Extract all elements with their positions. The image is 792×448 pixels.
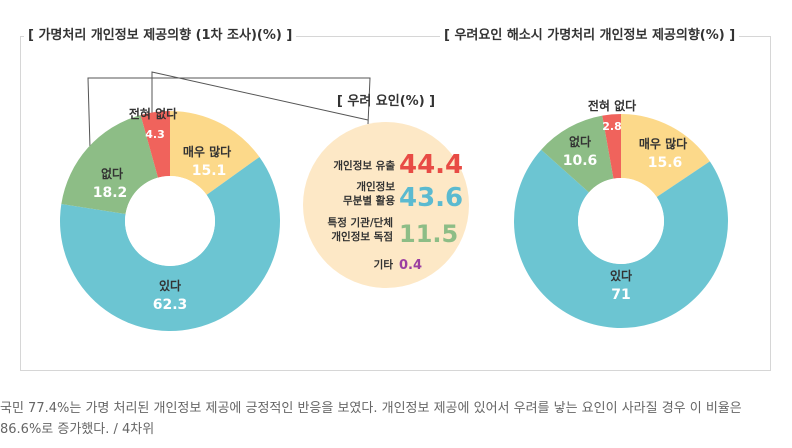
- right-donut: [514, 114, 728, 329]
- concern-value-3: 11.5: [399, 220, 458, 248]
- left-slice-yes: [59, 156, 280, 331]
- concern-value-2: 43.6: [399, 183, 463, 213]
- left-label-yes-val: 62.3: [153, 297, 188, 313]
- right-slice-very-much: [621, 114, 710, 198]
- left-label-yes-cat: 있다: [159, 278, 181, 293]
- right-chart-title: [ 우려요인 해소시 가명처리 개인정보 제공의향(%) ]: [440, 24, 740, 43]
- right-label-no-val: 10.6: [563, 153, 598, 169]
- right-label-very-much-val: 15.6: [648, 155, 683, 171]
- left-slice-none: [140, 111, 170, 178]
- left-label-no-cat: 없다: [101, 166, 123, 181]
- caption: 국민 77.4%는 가명 처리된 개인정보 제공에 긍정적인 반응을 보였다. …: [0, 401, 742, 437]
- concern-circle: [303, 122, 469, 288]
- right-label-none-cat: 전혀 없다: [588, 98, 636, 113]
- concern-value-1: 44.4: [399, 150, 463, 180]
- right-slice-none: [602, 114, 621, 179]
- left-donut: [59, 111, 280, 331]
- middle-title: [ 우려 요인(%) ]: [337, 93, 435, 109]
- left-donut-hole: [125, 176, 215, 266]
- left-label-very-much-cat: 매우 많다: [183, 144, 231, 159]
- right-label-yes-cat: 있다: [610, 268, 632, 283]
- right-label-yes-val: 71: [611, 287, 630, 303]
- connector-line-outer: [87, 77, 371, 149]
- right-slice-no: [541, 115, 614, 193]
- right-label-no-cat: 없다: [569, 134, 591, 149]
- left-label-none-val: 4.3: [145, 128, 165, 141]
- concern-value-4: 0.4: [399, 258, 422, 273]
- concern-label-1: 개인정보 유출: [333, 159, 395, 172]
- concern-label-2a: 개인정보: [356, 180, 395, 193]
- concern-label-4: 기타: [374, 258, 394, 271]
- concern-label-2b: 무분별 활용: [343, 194, 395, 207]
- right-label-none-val: 2.8: [602, 120, 622, 133]
- right-donut-hole: [578, 178, 664, 264]
- left-label-no-val: 18.2: [93, 185, 128, 201]
- left-slice-no: [61, 114, 158, 215]
- concern-label-3b: 개인정보 독점: [331, 230, 393, 243]
- right-label-very-much-cat: 매우 많다: [639, 136, 687, 151]
- right-slice-yes: [514, 149, 728, 329]
- left-chart-title: [ 가명처리 개인정보 제공의향 (1차 조사)(%) ]: [24, 24, 297, 43]
- left-label-none-cat: 전혀 없다: [129, 106, 177, 121]
- left-slice-very-much: [170, 111, 260, 195]
- left-label-very-much-val: 15.1: [192, 163, 227, 179]
- concern-label-3a: 특정 기관/단체: [328, 216, 393, 229]
